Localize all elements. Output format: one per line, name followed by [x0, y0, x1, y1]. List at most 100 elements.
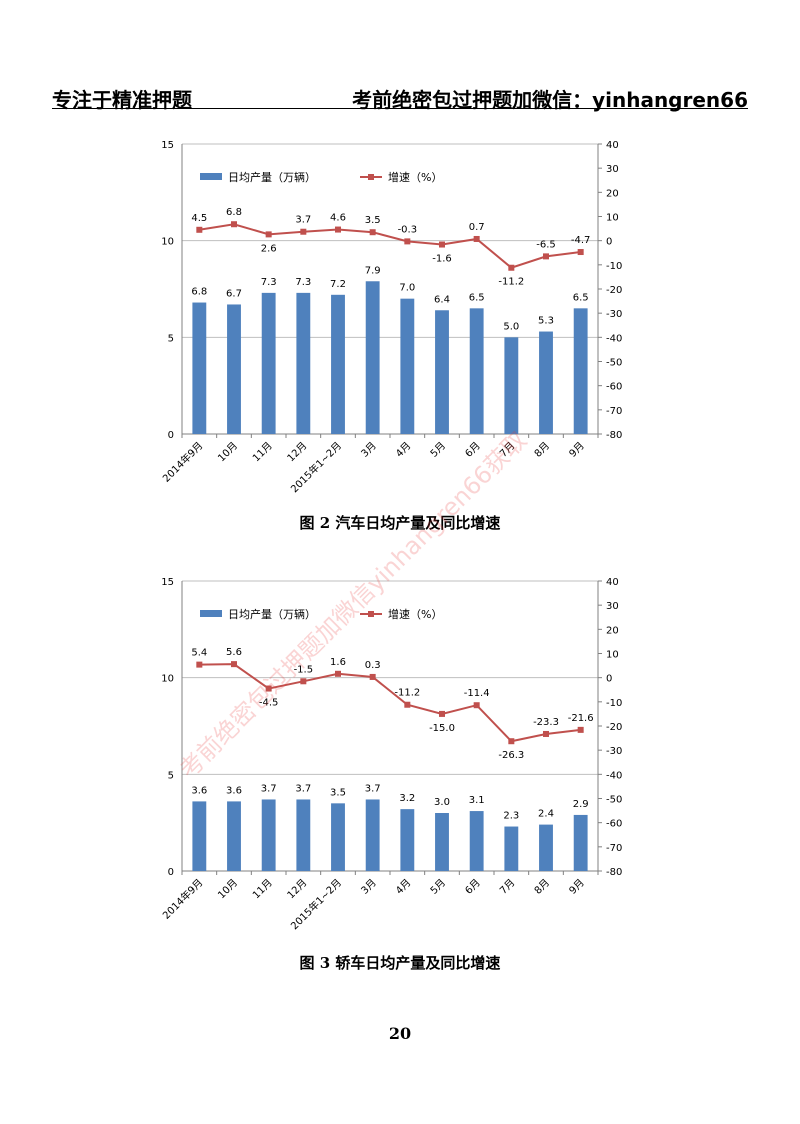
line-data-label: 0.3	[365, 660, 381, 671]
right-axis-tick-label: -60	[606, 382, 622, 393]
line-data-label: -4.7	[571, 235, 591, 246]
line-data-label: -11.2	[498, 277, 524, 288]
bar-data-label: 3.2	[399, 793, 415, 804]
x-axis-category-label: 10月	[216, 877, 241, 902]
left-axis-tick-label: 10	[161, 674, 174, 685]
bar	[296, 799, 311, 871]
line-point	[265, 231, 272, 238]
line-point	[265, 685, 272, 692]
bar-data-label: 6.5	[469, 292, 485, 303]
bar-data-label: 7.3	[295, 277, 311, 288]
line-point	[300, 228, 307, 235]
right-axis-tick-label: -50	[606, 795, 622, 806]
line-data-label: 1.6	[330, 657, 346, 668]
line-point	[300, 678, 307, 685]
x-axis-category-label: 11月	[250, 440, 275, 465]
x-axis-category-label: 6月	[463, 440, 483, 460]
right-axis-tick-label: 20	[606, 625, 619, 636]
right-axis-tick-label: -10	[606, 698, 622, 709]
legend-line-label: 增速（%）	[388, 607, 442, 621]
x-axis-category-label: 2014年9月	[160, 876, 206, 922]
page-number: 20	[388, 1024, 412, 1043]
bar	[435, 813, 449, 871]
line-point	[439, 710, 445, 717]
line-point	[231, 221, 237, 228]
right-axis-tick-label: -10	[606, 261, 622, 272]
x-axis-category-label: 8月	[532, 877, 552, 897]
bar-data-label: 2.4	[538, 809, 554, 820]
bar-data-label: 7.3	[261, 277, 277, 288]
x-axis-category-label: 12月	[285, 877, 310, 902]
line-data-label: 4.5	[191, 213, 207, 224]
line-data-label: 5.6	[226, 647, 242, 658]
line-point	[335, 670, 341, 677]
bar-data-label: 6.8	[191, 287, 207, 298]
bar-data-label: 6.4	[434, 294, 450, 305]
bar	[400, 809, 415, 871]
x-axis-category-label: 9月	[567, 440, 587, 460]
right-axis-tick-label: 30	[606, 601, 619, 612]
line-data-label: 0.7	[469, 222, 485, 233]
line-point	[369, 673, 376, 680]
bar	[469, 308, 484, 434]
right-axis-tick-label: 40	[606, 577, 619, 588]
bar	[400, 298, 415, 434]
bar-data-label: 3.7	[261, 783, 277, 794]
line-data-label: 2.6	[261, 243, 277, 254]
right-axis-tick-label: 0	[606, 237, 612, 248]
x-axis-category-label: 12月	[285, 440, 310, 465]
line-point	[404, 238, 411, 245]
line-point	[439, 241, 445, 248]
line-point	[543, 253, 549, 260]
bar-data-label: 6.7	[226, 288, 242, 299]
right-axis-tick-label: -60	[606, 819, 622, 830]
x-axis-category-label: 8月	[532, 440, 552, 460]
car-production-chart: 0 5 10 15 -80 -70 -60 -50 -40 -30 -20 -10 0 10 20 30 40 6…	[160, 140, 623, 495]
bar-data-label: 3.7	[365, 783, 381, 794]
line-point	[196, 226, 203, 233]
right-axis-tick-label: -80	[606, 867, 622, 878]
header-rule	[52, 108, 748, 109]
growth-rate-line	[199, 663, 581, 743]
bar-data-label: 3.6	[226, 785, 242, 796]
line-data-label: -0.3	[398, 224, 418, 235]
line-data-label: -6.5	[536, 239, 556, 250]
bar	[573, 308, 588, 434]
line-point	[543, 730, 549, 737]
x-axis-category-label: 11月	[250, 877, 275, 902]
line-point	[577, 726, 584, 733]
line-point	[577, 249, 584, 256]
legend-line-label: 增速（%）	[388, 170, 442, 184]
right-axis-tick-label: -70	[606, 406, 622, 417]
x-axis-category-label: 5月	[428, 877, 448, 897]
line-data-label: -11.2	[394, 688, 420, 699]
right-axis-tick-label: -30	[606, 309, 622, 320]
bar-data-label: 5.0	[503, 321, 519, 332]
line-data-label: 3.7	[295, 215, 311, 226]
bar	[261, 292, 276, 434]
line-data-label: -26.3	[498, 750, 524, 761]
right-axis-tick-label: -40	[606, 333, 622, 344]
legend-bar-swatch	[200, 610, 222, 617]
right-axis-tick-label: -30	[606, 746, 622, 757]
bar	[504, 826, 519, 871]
line-data-label: -4.5	[259, 698, 279, 709]
bar	[365, 281, 380, 434]
line-data-label: -11.4	[464, 688, 490, 699]
x-axis-category-label: 10月	[216, 440, 241, 465]
left-axis-tick-label: 0	[168, 867, 174, 878]
right-axis-tick-label: 10	[606, 213, 619, 224]
sedan-production-chart: 0 5 10 15 -80 -70 -60 -50 -40 -30 -20 -10 0 10 20 30 40 3…	[160, 577, 623, 932]
line-point	[404, 701, 411, 708]
bar-data-label: 2.9	[573, 799, 589, 810]
bar-data-label: 6.5	[573, 292, 589, 303]
right-axis-tick-label: -80	[606, 430, 622, 441]
bar-data-label: 3.1	[469, 795, 485, 806]
left-axis-tick-label: 15	[161, 140, 174, 151]
line-data-label: 5.4	[191, 648, 207, 659]
line-data-label: -1.6	[432, 254, 452, 265]
x-axis-category-label: 6月	[463, 877, 483, 897]
legend-bar-swatch	[200, 173, 222, 180]
x-axis-category-label: 7月	[497, 440, 517, 460]
line-data-label: 3.5	[365, 215, 381, 226]
